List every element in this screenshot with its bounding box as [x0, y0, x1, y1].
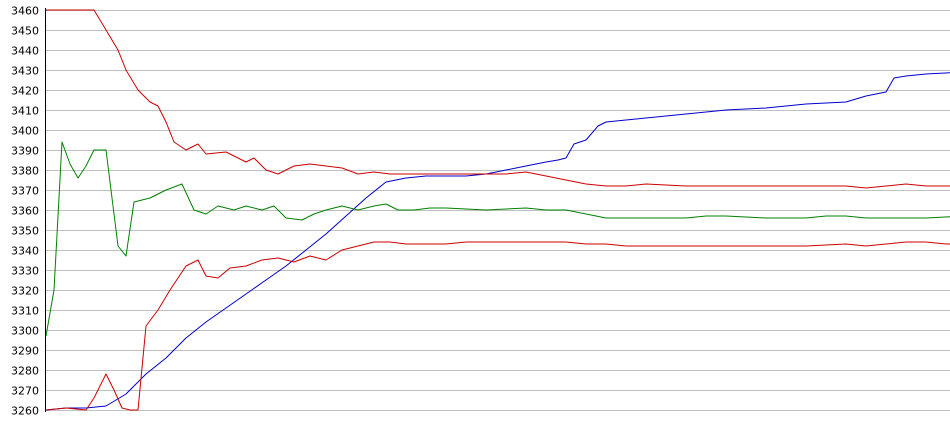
y-tick-label-3430: 3430 [11, 65, 39, 78]
y-tick-label-3350: 3350 [11, 225, 39, 238]
y-tick-label-3360: 3360 [11, 205, 39, 218]
y-tick-label-3280: 3280 [11, 365, 39, 378]
y-tick-label-3390: 3390 [11, 145, 39, 158]
series-line-blue [45, 72, 950, 411]
y-tick-label-3420: 3420 [11, 85, 39, 98]
y-tick-label-3330: 3330 [11, 265, 39, 278]
y-tick-label-3270: 3270 [11, 385, 39, 398]
y-tick-label-3260: 3260 [11, 405, 39, 418]
y-tick-label-3410: 3410 [11, 105, 39, 118]
y-tick-label-3370: 3370 [11, 185, 39, 198]
y-tick-label-3460: 3460 [11, 5, 39, 18]
y-tick-label-3320: 3320 [11, 285, 39, 298]
series-lines [45, 9, 950, 411]
series-line-lower-red [45, 241, 950, 411]
y-tick-label-3400: 3400 [11, 125, 39, 138]
y-tick-label-3450: 3450 [11, 25, 39, 38]
y-tick-label-3380: 3380 [11, 165, 39, 178]
y-axis-tick-labels: 3460 3450 3440 3430 3420 3410 3400 3390 3380 3370… [11, 5, 39, 418]
y-tick-label-3290: 3290 [11, 345, 39, 358]
y-tick-label-3300: 3300 [11, 325, 39, 338]
gridlines [46, 10, 950, 411]
series-line-upper-red [46, 9, 950, 189]
y-tick-label-3440: 3440 [11, 45, 39, 58]
y-tick-label-3310: 3310 [11, 305, 39, 318]
y-tick-label-3340: 3340 [11, 245, 39, 258]
series-line-green [45, 141, 950, 337]
